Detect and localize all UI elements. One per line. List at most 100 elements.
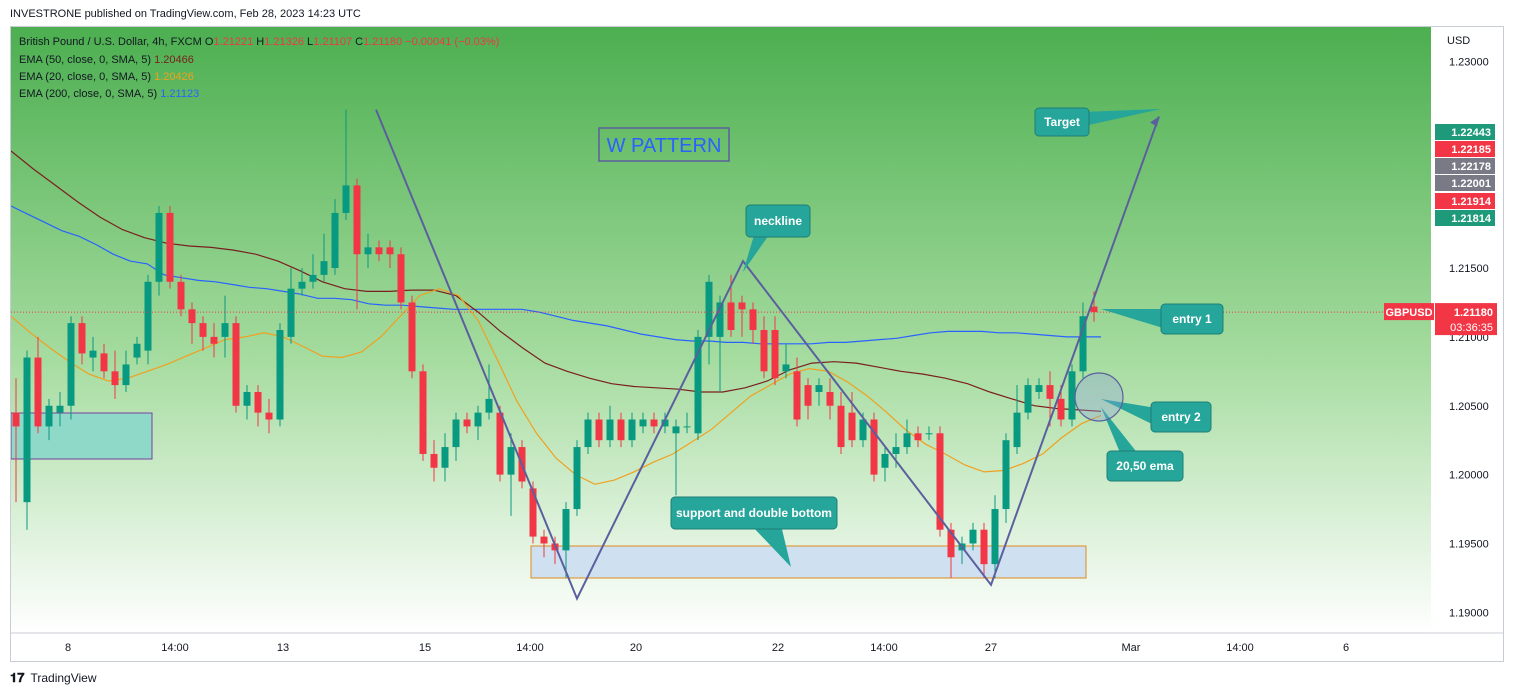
entry2-callout-box	[1150, 401, 1212, 433]
w-pattern-line	[375, 109, 1160, 602]
candle-body-39	[441, 447, 449, 468]
candle-body-76	[848, 412, 856, 441]
legend-ema-value-1: 1.20466	[154, 54, 194, 66]
candle-body-42	[474, 412, 482, 427]
time-tick-4: 14:00	[516, 642, 544, 654]
price-badge-text-3: 1.22001	[1451, 178, 1491, 190]
legend-o-label: O	[205, 36, 214, 48]
candle-body-90	[1002, 440, 1010, 510]
candle-body-0	[12, 412, 20, 427]
time-tick-9: Mar	[1122, 642, 1141, 654]
candle-body-40	[452, 419, 460, 448]
chart-canvas[interactable]: Target neckline entry 1 entry 2 20,50 ema sup…	[11, 27, 1504, 662]
price-badge-text-2: 1.22178	[1451, 161, 1491, 173]
price-badge-bg-0	[1435, 124, 1495, 140]
support-callout-pointer	[751, 525, 791, 567]
candle-body-60	[672, 426, 680, 434]
candle-body-14	[166, 212, 174, 282]
candle-body-19	[221, 323, 229, 337]
ema-callout-box	[1106, 450, 1184, 482]
chart-frame[interactable]: Target neckline entry 1 entry 2 20,50 ema sup…	[10, 26, 1504, 662]
entry2-callout-label: entry 2	[1161, 410, 1201, 424]
candle-body-13	[155, 212, 163, 282]
time-tick-8: 27	[985, 642, 997, 654]
candle-body-35	[397, 254, 405, 303]
legend-symbol: British Pound / U.S. Dollar, 4h, FXCM	[19, 36, 205, 48]
candle-body-52	[584, 419, 592, 448]
candle-body-92	[1024, 385, 1032, 413]
time-tick-6: 22	[772, 642, 784, 654]
legend-change: −0.00041 (−0.03%)	[405, 36, 499, 48]
time-tick-3: 15	[419, 642, 431, 654]
candle-body-65	[727, 302, 735, 330]
candle-body-9	[111, 371, 119, 386]
candle-body-15	[177, 281, 185, 310]
price-scale-currency: USD	[1447, 35, 1470, 47]
entry1-callout: entry 1	[1101, 303, 1224, 335]
candle-body-62	[694, 336, 702, 434]
target-arrowhead	[1150, 116, 1159, 127]
entry1-callout-label: entry 1	[1172, 312, 1212, 326]
time-tick-5: 20	[630, 642, 642, 654]
candle-body-87	[969, 529, 977, 544]
legend-ema-3: EMA (200, close, 0, SMA, 5) 1.21123	[19, 88, 199, 100]
candle-body-37	[419, 371, 427, 454]
candle-body-22	[254, 391, 262, 413]
candle-body-75	[837, 405, 845, 448]
time-tick-1: 14:00	[161, 642, 189, 654]
candle-body-79	[881, 453, 889, 468]
price-badge-0: 1.22443	[1435, 124, 1495, 140]
candle-body-51	[573, 447, 581, 510]
price-badge-2: 1.22178	[1435, 158, 1495, 174]
entry2-callout: entry 2	[1101, 399, 1212, 433]
candle-body-78	[870, 419, 878, 475]
candle-body-84	[936, 433, 944, 530]
symbol-badge-text: GBPUSD	[1385, 307, 1432, 319]
legend-c-label: C	[355, 36, 363, 48]
legend-open: 1.21221	[213, 36, 256, 48]
candle-body-18	[210, 336, 218, 344]
price-tick-0: 1.23000	[1449, 56, 1489, 68]
candle-body-57	[639, 419, 647, 427]
candle-body-12	[144, 281, 152, 351]
candle-body-41	[463, 419, 471, 427]
symbol-badge-bg	[1384, 303, 1434, 321]
legend-ema-value-2: 1.20426	[154, 71, 194, 83]
price-badge-3: 1.22001	[1435, 175, 1495, 191]
candle-body-28	[320, 261, 328, 275]
candle-body-64	[716, 302, 724, 337]
candle-body-5	[67, 323, 75, 406]
candle-body-66	[738, 302, 746, 310]
candle-body-95	[1057, 398, 1065, 420]
price-badge-bg-1	[1435, 141, 1495, 157]
candle-body-80	[892, 447, 900, 454]
price-badge-1: 1.22185	[1435, 141, 1495, 157]
w-pattern-title: W PATTERN	[607, 135, 722, 157]
tradingview-footer[interactable]: 𝟏𝟕 TradingView	[10, 670, 97, 686]
candle-body-77	[859, 419, 867, 441]
candle-body-98	[1090, 306, 1098, 313]
candle-body-20	[232, 323, 240, 406]
candle-body-2	[34, 357, 42, 427]
candle-body-63	[705, 281, 713, 337]
candle-body-43	[485, 398, 493, 413]
candle-body-27	[309, 274, 317, 282]
countdown-text: 03:36:35	[1450, 322, 1493, 334]
candle-body-94	[1046, 385, 1054, 399]
candle-body-7	[89, 350, 97, 358]
published-header: INVESTRONE published on TradingView.com,…	[10, 8, 361, 20]
candle-body-26	[298, 281, 306, 289]
candle-body-10	[122, 364, 130, 386]
candle-body-72	[804, 385, 812, 406]
candle-body-3	[45, 405, 53, 427]
candle-body-88	[980, 529, 988, 565]
current-price-bg	[1435, 303, 1497, 336]
price-tick-7: 1.19000	[1449, 607, 1489, 619]
ema-callout: 20,50 ema	[1101, 407, 1184, 482]
candle-body-96	[1068, 371, 1076, 420]
price-badge-text-4: 1.21914	[1451, 196, 1492, 208]
w-pattern-title-group: W PATTERN	[598, 127, 730, 162]
candle-body-85	[947, 529, 955, 558]
time-tick-0: 8	[65, 642, 71, 654]
time-tick-11: 6	[1343, 642, 1349, 654]
